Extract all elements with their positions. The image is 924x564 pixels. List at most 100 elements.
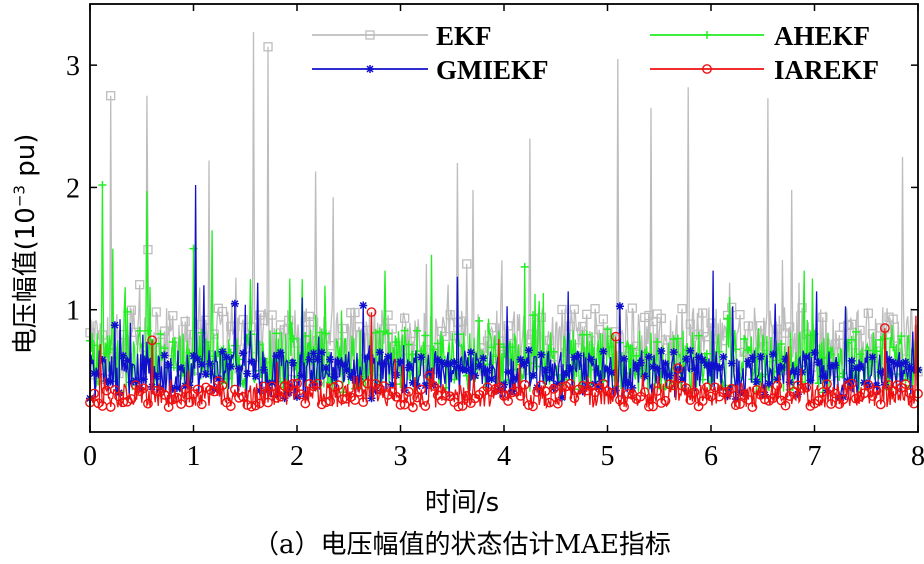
ahekf-marker — [156, 330, 165, 339]
ekf-marker — [462, 259, 472, 269]
gmiekf-marker — [669, 348, 678, 357]
gmiekf-marker — [769, 350, 778, 359]
ahekf-marker — [773, 356, 782, 365]
ekf-marker — [590, 304, 600, 314]
ahekf-marker — [404, 340, 413, 349]
gmiekf-marker — [876, 368, 885, 377]
ahekf-marker — [429, 345, 438, 354]
iarekf-marker — [163, 402, 174, 412]
ahekf-marker — [624, 342, 633, 351]
iarekf-marker — [412, 392, 422, 403]
gmiekf-marker — [90, 369, 99, 378]
iarekf-marker — [420, 401, 431, 411]
gmiekf-marker — [442, 360, 451, 369]
gmiekf-marker — [350, 376, 359, 385]
y-axis-label-suffix: pu) — [11, 133, 41, 186]
ahekf-marker — [123, 307, 132, 316]
ekf-marker — [557, 304, 567, 315]
gmiekf-marker — [106, 377, 115, 386]
ekf-marker — [582, 309, 592, 319]
gmiekf-marker — [355, 374, 364, 383]
gmiekf-marker — [433, 355, 442, 364]
iarekf-marker — [358, 397, 369, 408]
ahekf-marker — [835, 372, 844, 381]
iarekf-marker — [523, 400, 534, 410]
gmiekf-marker — [317, 348, 326, 357]
iarekf-marker — [333, 380, 344, 391]
iarekf-marker — [623, 388, 634, 399]
iarekf-marker — [619, 401, 629, 412]
ekf-marker — [151, 307, 161, 317]
iarekf-marker — [797, 383, 807, 393]
gmiekf-marker — [748, 353, 757, 362]
gmiekf-marker — [466, 348, 475, 357]
ekf-marker — [718, 336, 729, 346]
iarekf-marker — [143, 398, 153, 409]
iarekf-marker — [747, 402, 758, 413]
iarekf-marker — [321, 397, 331, 408]
gmiekf-marker — [615, 302, 624, 311]
gmiekf-marker — [214, 374, 223, 383]
ekf-marker — [503, 321, 513, 331]
gmiekf-marker — [177, 363, 186, 372]
gmiekf-marker — [230, 299, 239, 308]
gmiekf-marker — [404, 363, 413, 372]
iarekf-marker — [743, 394, 754, 405]
ekf-marker — [168, 311, 178, 321]
gmiekf-marker — [479, 354, 488, 363]
gmiekf-marker — [524, 346, 533, 355]
iarekf-marker — [610, 331, 621, 342]
legend-entry-ahekf: AHEKF — [650, 21, 870, 51]
gmiekf-marker — [462, 365, 471, 374]
gmiekf-marker — [752, 377, 761, 386]
ahekf-marker — [628, 344, 637, 353]
gmiekf-marker — [313, 355, 322, 364]
iarekf-marker — [441, 390, 451, 401]
y-tick-label: 2 — [66, 173, 80, 204]
gmiekf-marker — [694, 353, 703, 362]
ahekf-marker — [495, 340, 504, 349]
gmiekf-marker — [764, 379, 773, 388]
y-tick-label: 1 — [66, 296, 80, 327]
gmiekf-marker — [288, 358, 297, 367]
legend: EKF GMIEKF AHEKF IAREKF — [312, 21, 879, 85]
gmiekf-marker — [707, 361, 715, 370]
ekf-marker — [209, 329, 219, 339]
gmiekf-marker — [259, 365, 268, 374]
ekf-marker — [818, 312, 828, 322]
ekf-marker — [565, 321, 575, 332]
gmiekf-marker — [553, 379, 562, 388]
ekf-marker — [457, 316, 468, 326]
gmiekf-marker — [636, 358, 645, 367]
iarekf-marker — [118, 397, 129, 408]
gmiekf-marker — [127, 378, 136, 387]
iarekf-marker — [875, 399, 886, 410]
iarekf-marker — [395, 399, 406, 410]
legend-label-ekf: EKF — [436, 21, 492, 51]
gmiekf-marker — [251, 372, 260, 381]
iarekf-marker — [366, 307, 377, 318]
ahekf-marker — [520, 262, 529, 271]
gmiekf-marker — [94, 370, 103, 379]
ahekf-marker — [247, 330, 256, 339]
ekf-marker — [598, 314, 609, 324]
gmiekf-marker — [798, 368, 807, 377]
ekf-marker — [135, 280, 145, 290]
gmiekf-marker — [711, 362, 720, 371]
gmiekf-marker — [901, 358, 910, 367]
ahekf-marker — [549, 347, 558, 356]
gmiekf-marker — [570, 353, 579, 362]
ekf-marker — [337, 323, 348, 334]
iarekf-marker — [271, 392, 282, 403]
gmiekf-marker — [781, 354, 790, 363]
gmiekf-marker — [197, 360, 206, 369]
gmiekf-marker — [160, 351, 169, 360]
gmiekf-marker — [607, 368, 616, 377]
x-tick-label: 2 — [290, 441, 304, 472]
iarekf-marker — [494, 382, 505, 393]
iarekf-marker — [730, 400, 741, 411]
iarekf-marker — [325, 396, 336, 406]
x-tick-label: 0 — [83, 441, 97, 472]
iarekf-marker — [772, 380, 783, 391]
iarekf-marker — [354, 386, 364, 397]
